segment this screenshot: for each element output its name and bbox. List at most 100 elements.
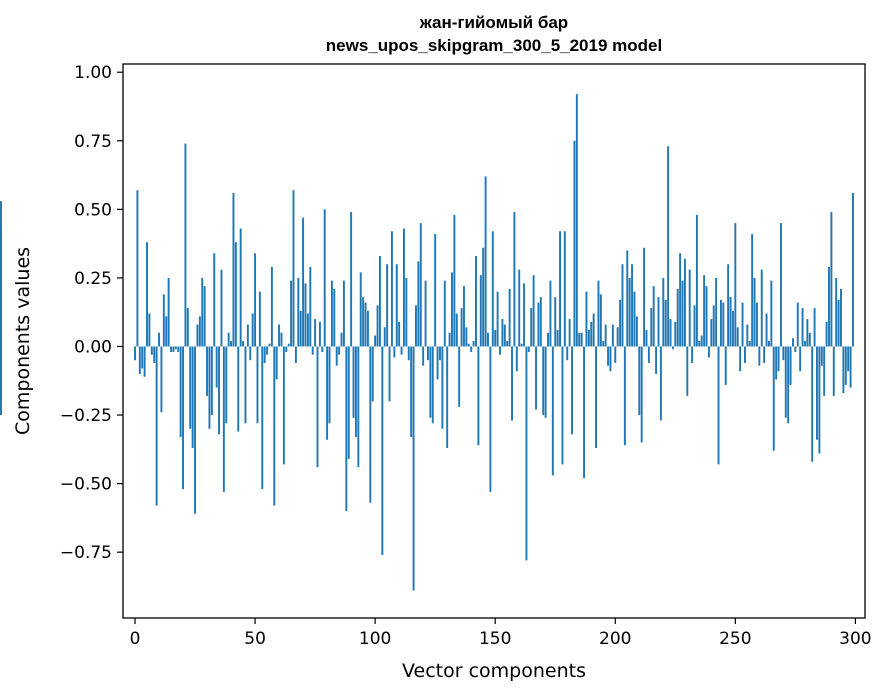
bar-118 (417, 261, 420, 347)
bar-144 (479, 275, 482, 347)
bar-47 (246, 324, 249, 347)
bar-231 (688, 269, 691, 347)
bar-43 (237, 346, 240, 432)
bar-210 (638, 346, 641, 416)
bar-141 (472, 341, 475, 347)
bar-294 (840, 288, 842, 347)
bar-278 (801, 308, 804, 347)
y-tick-label: 1.00 (74, 63, 112, 83)
bar-85 (338, 346, 341, 355)
bar-82 (330, 280, 333, 347)
bar-173 (549, 280, 552, 347)
bar-269 (779, 223, 782, 347)
bar-247 (727, 264, 730, 347)
bar-21 (184, 143, 187, 347)
bar-215 (650, 308, 653, 347)
bar-261 (760, 269, 763, 347)
bar-129 (443, 280, 446, 347)
bar-3 (141, 346, 144, 369)
bar-53 (261, 346, 264, 490)
bar-17 (174, 346, 177, 350)
bar-55 (266, 346, 269, 355)
x-axis-label: Vector components (402, 660, 586, 682)
bar-89 (347, 346, 350, 459)
bar-189 (587, 330, 590, 347)
bar-37 (222, 346, 225, 492)
bar-177 (559, 231, 561, 347)
bar-242 (715, 277, 718, 347)
bar-93 (357, 346, 360, 468)
bar-31 (208, 346, 211, 429)
bar-222 (667, 146, 670, 347)
bar-90 (350, 212, 353, 347)
bar-165 (530, 308, 533, 347)
bar-250 (734, 223, 737, 347)
bar-undefined (0, 346, 2, 388)
bar-164 (527, 346, 530, 352)
bar-103 (381, 346, 384, 555)
bar-95 (362, 297, 365, 347)
bar-230 (686, 346, 689, 396)
bar-169 (539, 297, 542, 347)
bar-137 (463, 286, 465, 347)
bar-267 (775, 346, 778, 380)
bar-283 (813, 308, 816, 347)
bar-30 (206, 346, 209, 396)
bar-270 (782, 346, 785, 361)
bar-259 (755, 302, 758, 347)
bar-211 (640, 346, 643, 443)
bar-148 (489, 346, 492, 492)
bar-209 (635, 316, 638, 347)
bar-200 (614, 346, 617, 363)
bar-243 (717, 346, 720, 465)
bar-204 (623, 346, 626, 446)
bar-205 (626, 250, 629, 347)
bar-159 (515, 346, 518, 372)
bar-108 (393, 346, 396, 358)
bar-195 (602, 341, 605, 347)
bar-132 (451, 272, 453, 347)
x-tick-label: 50 (244, 629, 266, 649)
bar-152 (499, 346, 501, 355)
bar-167 (535, 346, 537, 410)
bar-160 (518, 269, 521, 347)
bar-150 (494, 330, 497, 347)
bar-100 (374, 335, 377, 347)
bar-8 (153, 346, 156, 363)
bar-244 (719, 299, 722, 347)
bar-162 (523, 283, 525, 347)
bar-147 (487, 332, 489, 347)
bar-182 (571, 346, 574, 435)
bar-41 (232, 192, 235, 347)
bar-48 (249, 346, 252, 361)
bar-113 (405, 277, 408, 347)
x-axis: 0 50 100 150 200 250 300 (130, 618, 872, 649)
bar-84 (335, 346, 338, 366)
bar-154 (503, 324, 506, 347)
bar-225 (674, 321, 677, 347)
bar-265 (770, 280, 773, 347)
x-tick-label: 0 (130, 629, 141, 649)
bar-146 (484, 176, 487, 347)
bar-203 (621, 264, 624, 347)
bar-180 (566, 346, 569, 361)
bar-184 (575, 94, 578, 347)
bar-72 (306, 313, 309, 347)
bar-258 (753, 277, 756, 347)
bar-253 (741, 302, 744, 347)
bar-111 (400, 346, 403, 355)
bar-130 (446, 346, 449, 448)
x-tick-label: 150 (479, 629, 511, 649)
bar-234 (695, 214, 698, 347)
x-tick-label: 200 (599, 629, 631, 649)
bar-99 (371, 346, 374, 402)
bar-13 (165, 316, 168, 347)
bar-105 (386, 264, 389, 347)
y-tick-label: −0.75 (60, 543, 112, 563)
bar-123 (429, 346, 432, 418)
bar-282 (811, 346, 814, 462)
bar-27 (198, 316, 201, 347)
bar-287 (823, 346, 826, 396)
chart-subtitle: news_upos_skipgram_300_5_2019 model (326, 36, 662, 55)
bar-226 (676, 288, 679, 347)
